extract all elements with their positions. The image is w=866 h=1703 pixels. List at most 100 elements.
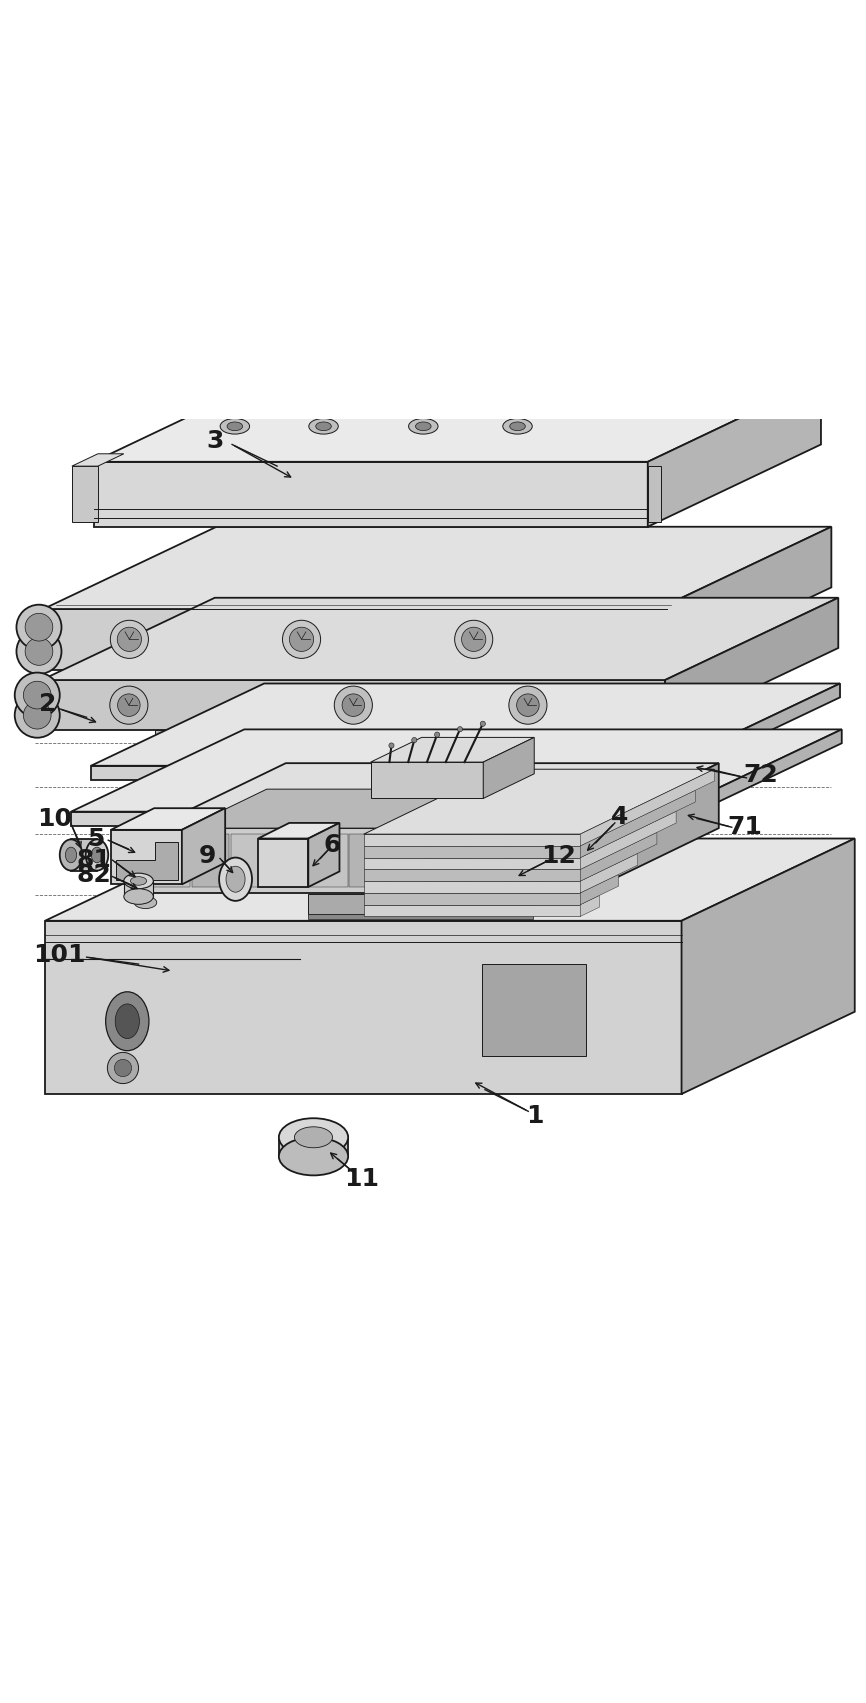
Polygon shape [152, 763, 719, 828]
Polygon shape [482, 964, 586, 1056]
Polygon shape [446, 875, 463, 897]
Polygon shape [371, 761, 483, 799]
Polygon shape [364, 870, 580, 880]
Polygon shape [308, 823, 339, 887]
Text: 6: 6 [324, 833, 341, 857]
Ellipse shape [16, 628, 61, 674]
Polygon shape [268, 731, 290, 744]
Polygon shape [231, 834, 268, 887]
Polygon shape [349, 834, 387, 887]
Polygon shape [585, 763, 719, 892]
Polygon shape [364, 880, 580, 892]
Text: 101: 101 [33, 943, 85, 967]
Polygon shape [665, 598, 838, 731]
Polygon shape [498, 869, 515, 889]
Ellipse shape [110, 686, 148, 724]
Ellipse shape [368, 896, 391, 909]
Text: 3: 3 [206, 429, 223, 453]
Ellipse shape [107, 1052, 139, 1083]
Ellipse shape [131, 877, 146, 886]
Ellipse shape [86, 840, 108, 870]
Polygon shape [580, 790, 695, 858]
Ellipse shape [106, 991, 149, 1051]
Polygon shape [42, 598, 838, 679]
Ellipse shape [309, 419, 339, 434]
Polygon shape [389, 834, 426, 887]
Text: 2: 2 [39, 693, 56, 717]
Text: 4: 4 [611, 806, 628, 829]
Text: 71: 71 [727, 816, 762, 840]
Ellipse shape [457, 727, 462, 732]
Text: 82: 82 [76, 863, 111, 887]
Polygon shape [468, 834, 505, 887]
Ellipse shape [289, 627, 313, 652]
Ellipse shape [411, 737, 417, 743]
Text: 72: 72 [743, 763, 778, 787]
Polygon shape [155, 731, 178, 744]
Ellipse shape [435, 732, 440, 737]
Polygon shape [182, 809, 225, 884]
Polygon shape [72, 453, 124, 467]
Polygon shape [91, 766, 667, 780]
Polygon shape [371, 737, 534, 761]
Ellipse shape [510, 422, 526, 431]
Ellipse shape [16, 605, 61, 651]
Ellipse shape [220, 419, 249, 434]
Polygon shape [72, 467, 98, 523]
Polygon shape [111, 829, 182, 884]
Ellipse shape [66, 846, 77, 863]
Text: 10: 10 [37, 807, 72, 831]
Ellipse shape [23, 702, 51, 729]
Polygon shape [186, 788, 630, 828]
Polygon shape [580, 874, 618, 904]
Polygon shape [191, 834, 229, 887]
Polygon shape [658, 526, 831, 669]
Ellipse shape [92, 846, 103, 863]
Text: 12: 12 [541, 843, 576, 869]
Polygon shape [364, 858, 580, 870]
Ellipse shape [389, 743, 394, 748]
Ellipse shape [455, 620, 493, 659]
Polygon shape [258, 838, 308, 887]
Ellipse shape [509, 686, 547, 724]
Polygon shape [667, 683, 840, 780]
Ellipse shape [294, 1127, 333, 1148]
Polygon shape [364, 846, 580, 858]
Polygon shape [91, 683, 840, 766]
Polygon shape [648, 380, 821, 526]
Polygon shape [152, 834, 190, 887]
Ellipse shape [416, 422, 431, 431]
Polygon shape [507, 834, 545, 887]
Ellipse shape [219, 858, 252, 901]
Polygon shape [580, 833, 657, 880]
Polygon shape [94, 380, 821, 462]
Polygon shape [152, 828, 585, 892]
Ellipse shape [409, 419, 438, 434]
Polygon shape [111, 809, 225, 829]
Text: 11: 11 [345, 1167, 379, 1190]
Ellipse shape [342, 693, 365, 717]
Ellipse shape [23, 681, 51, 708]
Polygon shape [45, 838, 855, 921]
Ellipse shape [118, 693, 140, 717]
Ellipse shape [25, 613, 53, 640]
Ellipse shape [503, 419, 533, 434]
Polygon shape [270, 834, 308, 887]
Ellipse shape [25, 637, 53, 666]
Polygon shape [546, 834, 584, 887]
Ellipse shape [282, 620, 320, 659]
Polygon shape [648, 467, 661, 523]
Polygon shape [364, 770, 714, 834]
Ellipse shape [15, 673, 60, 717]
Text: 81: 81 [76, 848, 111, 872]
Ellipse shape [279, 1138, 348, 1175]
Polygon shape [483, 737, 534, 799]
Ellipse shape [279, 1119, 348, 1156]
Ellipse shape [115, 1003, 139, 1039]
Polygon shape [580, 853, 637, 892]
Ellipse shape [134, 896, 157, 909]
Polygon shape [71, 840, 97, 870]
Polygon shape [71, 812, 669, 826]
Ellipse shape [316, 422, 332, 431]
Polygon shape [308, 913, 533, 918]
